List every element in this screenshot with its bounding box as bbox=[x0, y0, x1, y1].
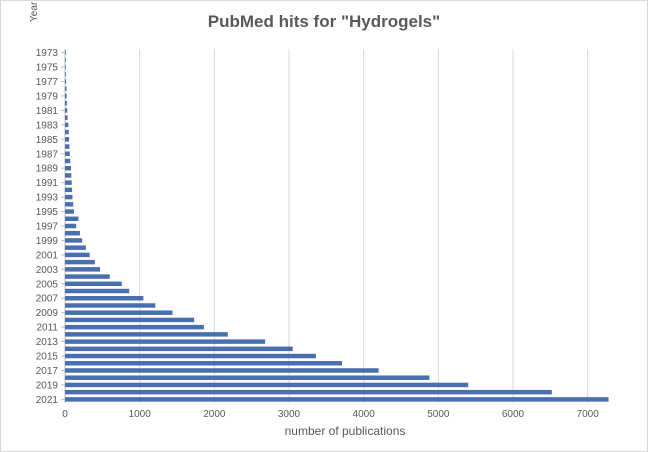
bar bbox=[65, 296, 144, 301]
y-tick-label: 1979 bbox=[36, 91, 59, 102]
x-tick-label: 4000 bbox=[353, 409, 376, 420]
chart-title: PubMed hits for "Hydrogels" bbox=[207, 12, 441, 31]
bar bbox=[65, 93, 67, 99]
bar bbox=[65, 397, 609, 402]
bar bbox=[65, 64, 66, 70]
y-tick-label: 1983 bbox=[36, 120, 59, 131]
y-tick-label: 1985 bbox=[36, 135, 59, 146]
bar bbox=[65, 144, 70, 149]
bar bbox=[65, 303, 156, 308]
y-tick-label: 1981 bbox=[36, 106, 59, 117]
bar bbox=[65, 180, 72, 185]
bar bbox=[65, 332, 228, 337]
bar bbox=[65, 389, 552, 395]
bar bbox=[65, 79, 67, 84]
y-tick-label: 1997 bbox=[36, 222, 59, 233]
bar bbox=[65, 137, 70, 142]
y-tick-label: 2021 bbox=[36, 395, 59, 406]
x-tick-label: 3000 bbox=[278, 409, 301, 420]
bar bbox=[65, 194, 73, 200]
bar bbox=[65, 108, 68, 113]
bar bbox=[65, 72, 66, 77]
y-tick-label: 1999 bbox=[36, 236, 59, 247]
bar bbox=[65, 245, 86, 250]
y-tick-label: 2011 bbox=[36, 323, 58, 334]
bar bbox=[65, 346, 293, 352]
bar bbox=[65, 230, 80, 236]
y-tick-label: 2007 bbox=[36, 294, 59, 305]
bar bbox=[65, 202, 74, 207]
bar bbox=[65, 86, 67, 91]
bar bbox=[65, 317, 195, 323]
bar bbox=[65, 281, 122, 287]
bar bbox=[65, 382, 469, 388]
bar bbox=[65, 288, 130, 294]
bar bbox=[65, 353, 316, 359]
y-tick-label: 2003 bbox=[36, 265, 59, 276]
y-tick-label: 2019 bbox=[36, 380, 59, 391]
bar bbox=[65, 259, 95, 265]
x-tick-label: 6000 bbox=[502, 409, 525, 420]
y-tick-label: 1977 bbox=[36, 77, 59, 88]
bar bbox=[65, 151, 70, 156]
bar bbox=[65, 339, 266, 344]
y-tick-label: 1975 bbox=[36, 63, 59, 74]
bar bbox=[65, 238, 83, 243]
bar bbox=[65, 57, 66, 63]
y-tick-label: 1991 bbox=[36, 178, 59, 189]
y-tick-label: 2017 bbox=[36, 366, 59, 377]
bar bbox=[65, 223, 77, 229]
x-tick-label: 1000 bbox=[129, 409, 152, 420]
bar bbox=[65, 115, 68, 120]
bar bbox=[65, 129, 69, 135]
y-tick-label: 1987 bbox=[36, 149, 59, 160]
y-tick-label: 2015 bbox=[36, 352, 59, 363]
x-tick-label: 0 bbox=[62, 409, 68, 420]
bar bbox=[65, 216, 79, 222]
bar bbox=[65, 187, 73, 193]
bar bbox=[65, 375, 430, 380]
y-tick-label: 1993 bbox=[36, 193, 59, 204]
y-tick-label: 2001 bbox=[36, 250, 59, 261]
y-tick-label: 1973 bbox=[36, 48, 59, 59]
y-tick-label: 1995 bbox=[36, 207, 59, 218]
y-tick-label: 2013 bbox=[36, 337, 59, 348]
bar bbox=[65, 165, 71, 171]
bar bbox=[65, 274, 110, 279]
bar bbox=[65, 122, 69, 128]
x-tick-label: 2000 bbox=[203, 409, 226, 420]
bar bbox=[65, 310, 173, 315]
x-tick-label: 7000 bbox=[577, 409, 600, 420]
bar bbox=[65, 267, 101, 272]
bar bbox=[65, 173, 72, 178]
bar bbox=[65, 252, 90, 258]
y-tick-label: 2009 bbox=[36, 308, 59, 319]
bar bbox=[65, 209, 74, 214]
x-tick-label: 5000 bbox=[427, 409, 450, 420]
x-axis-title: number of publications bbox=[284, 424, 406, 438]
bar bbox=[65, 368, 379, 373]
y-tick-label: 2005 bbox=[36, 279, 59, 290]
bar bbox=[65, 100, 67, 106]
bar bbox=[65, 324, 204, 330]
bar bbox=[65, 361, 343, 366]
bar bbox=[65, 158, 71, 164]
bar bbox=[65, 50, 66, 55]
y-tick-label: 1989 bbox=[36, 164, 59, 175]
